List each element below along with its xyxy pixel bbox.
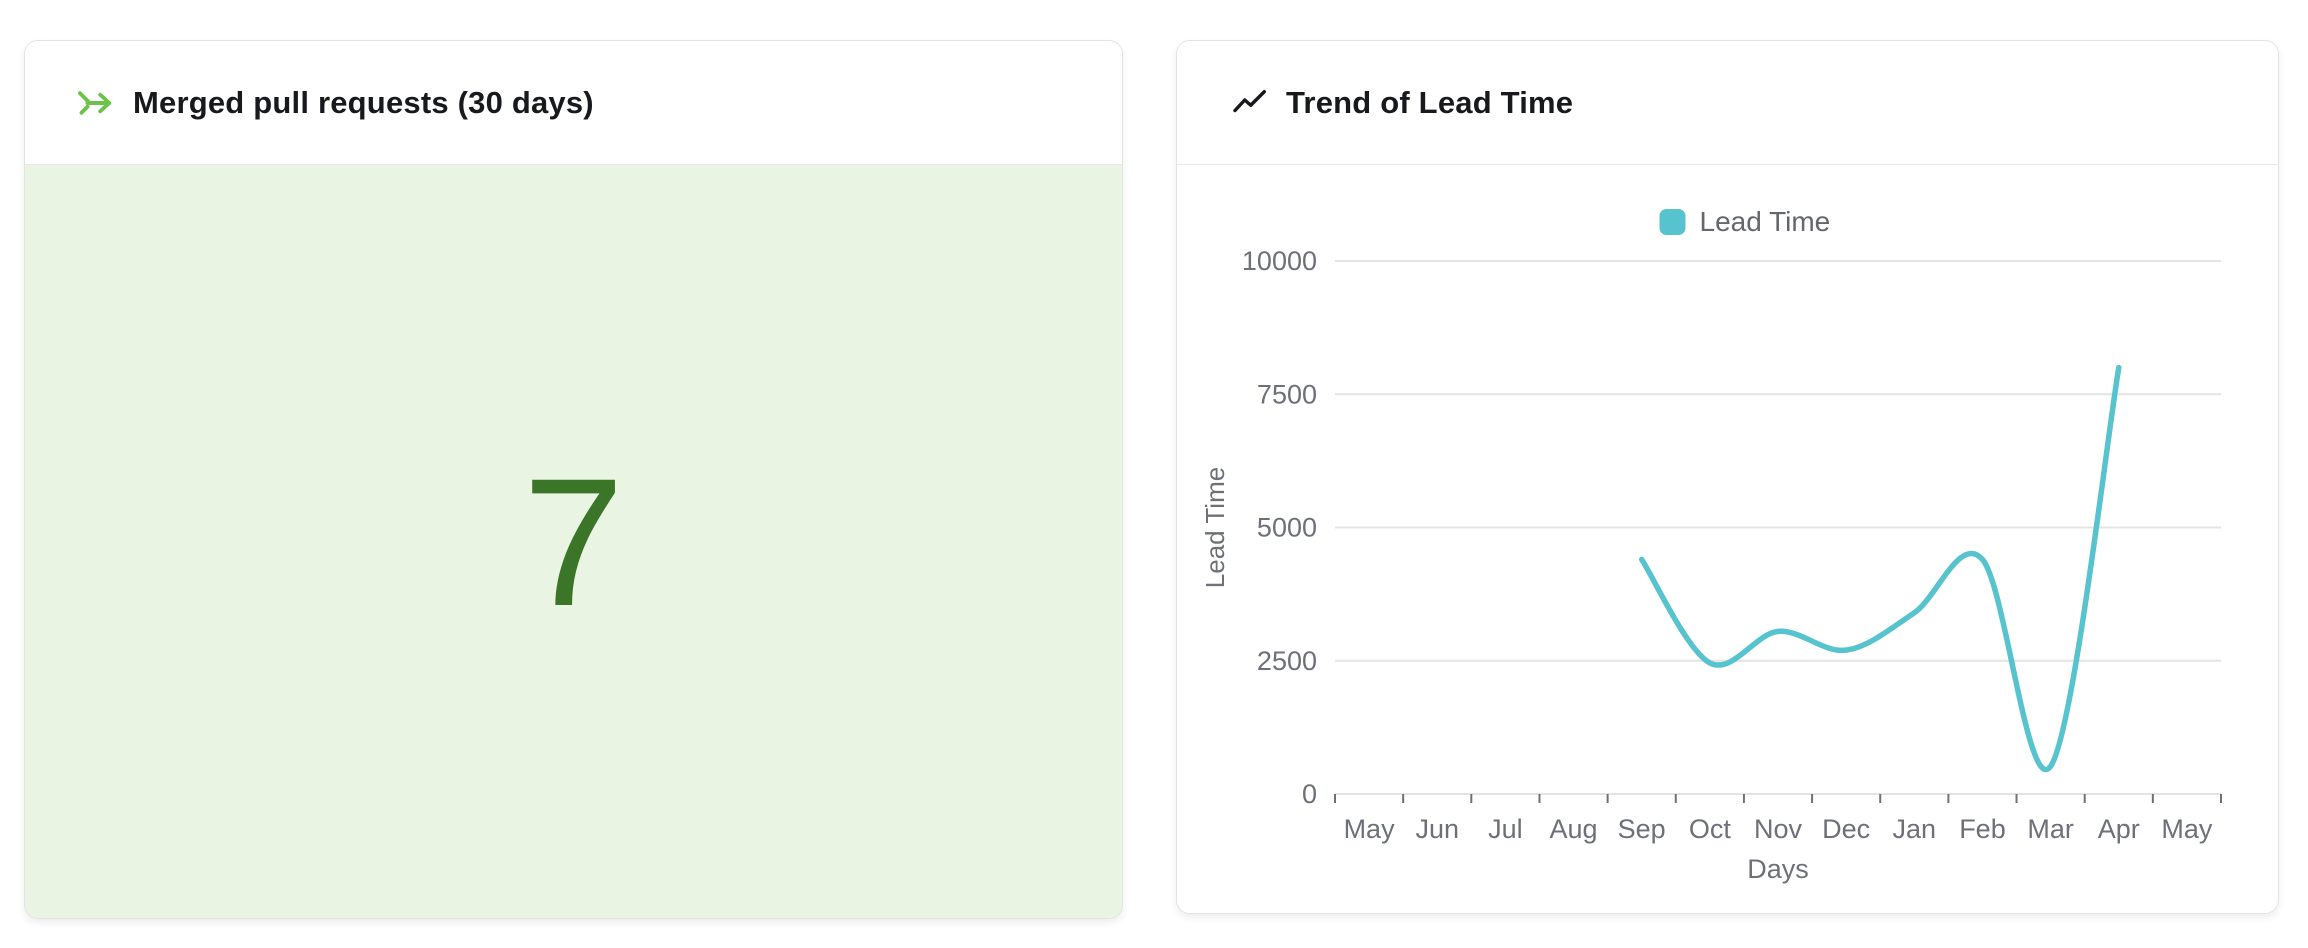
- lead-time-line: [1638, 364, 2122, 773]
- y-axis-title: Lead Time: [1200, 467, 1230, 588]
- x-axis-tick-label: Oct: [1689, 814, 1732, 844]
- x-axis-tick-label: Apr: [2098, 814, 2140, 844]
- x-axis-tick-label: Feb: [1959, 814, 2006, 844]
- x-axis-tick-label: Aug: [1550, 814, 1598, 844]
- lead-time-panel-header: Trend of Lead Time: [1177, 41, 2278, 165]
- x-axis-tick-label: Dec: [1822, 814, 1870, 844]
- merged-pr-panel-header: Merged pull requests (30 days): [25, 41, 1122, 165]
- lead-time-panel-title: Trend of Lead Time: [1286, 84, 1574, 120]
- merged-pr-panel-body: 7: [25, 165, 1122, 918]
- x-axis-tick-label: Jul: [1488, 814, 1523, 844]
- merge-arrow-icon: [75, 85, 115, 121]
- y-axis-tick-label: 7500: [1257, 379, 1317, 409]
- lead-time-chart[interactable]: 0 2500 5000 7500 10000 May Jun Jul Aug Sep Oct Nov D…: [1178, 165, 2277, 912]
- x-axis-tick-label: May: [2161, 814, 2213, 844]
- lead-time-chart-area: 0 2500 5000 7500 10000 May Jun Jul Aug Sep Oct Nov D…: [1177, 165, 2278, 913]
- lead-time-panel: Trend of Lead Time 0 2500 5000 7500 10000 May…: [1176, 40, 2279, 914]
- merged-pr-panel: Merged pull requests (30 days) 7: [24, 40, 1123, 919]
- y-axis-tick-label: 10000: [1242, 246, 1317, 276]
- x-axis-tick-label: Jan: [1893, 814, 1937, 844]
- merged-pr-panel-title: Merged pull requests (30 days): [133, 84, 594, 120]
- y-axis-tick-label: 2500: [1257, 646, 1317, 676]
- x-axis-tick-label: Jun: [1415, 814, 1459, 844]
- x-axis-tick-label: Sep: [1618, 814, 1666, 844]
- x-axis-tick-label: Nov: [1754, 814, 1803, 844]
- legend-swatch[interactable]: [1659, 209, 1686, 235]
- x-axis-tick-label: Mar: [2027, 814, 2074, 844]
- x-axis-tick-label: May: [1344, 814, 1396, 844]
- legend-label[interactable]: Lead Time: [1700, 206, 1831, 237]
- y-axis-tick-label: 0: [1302, 779, 1317, 809]
- x-axis-title: Days: [1747, 854, 1809, 884]
- y-axis-tick-label: 5000: [1257, 513, 1317, 543]
- merged-pr-count: 7: [522, 439, 625, 644]
- trend-up-icon: [1232, 85, 1268, 121]
